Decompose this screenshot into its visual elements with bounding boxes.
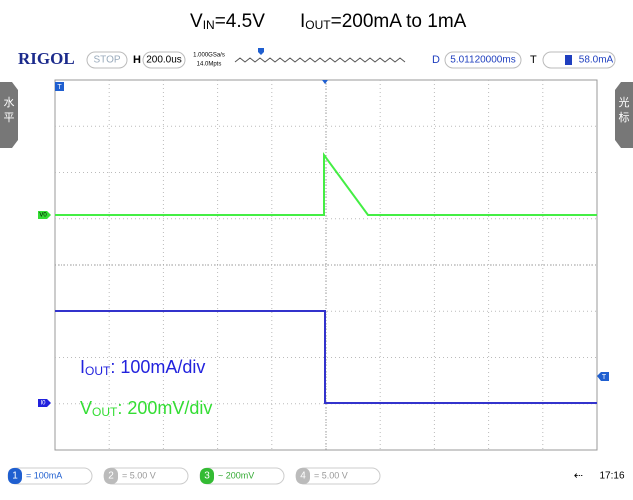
timebase-badge[interactable] [142,51,186,69]
usb-icon: ⇠ [574,470,583,482]
trigger-source-icon [565,55,572,65]
channel-setting: = 100mA [26,470,62,480]
delay-badge[interactable] [444,51,522,69]
channel-bar: 1 = 100mA 2 = 5.00 V 3 ~ 200mV 4 = 5.00 V [7,467,381,485]
channel-number-box [200,468,214,484]
h-label: H [133,54,141,66]
right-tab[interactable] [615,82,633,148]
channel-number: 3 [204,471,210,482]
ch1-marker-text: I0 [40,401,46,407]
channel-number: 1 [12,471,18,482]
state: STOP [93,55,120,66]
sample-rate: 1.000GSa/s [193,53,225,59]
memory-pointer [258,48,264,55]
trigger-right-text: T [602,374,607,381]
ch1-marker [38,399,51,407]
trigger-top-marker [55,82,64,91]
memory: 14.0Mpts [197,62,222,68]
vout-annotation: VOUT: 200mV/div [80,398,212,419]
channel-number: 4 [300,471,306,482]
trigger-badge[interactable] [542,51,616,69]
d-label: D [432,54,440,66]
current-trace [55,310,597,404]
state-badge[interactable] [86,51,128,69]
t-label: T [530,54,537,66]
memory-bar [234,57,406,63]
channel-setting: = 5.00 V [314,470,348,480]
channel-number-box [8,468,22,484]
trigger-position [322,80,328,84]
channel-setting: = 5.00 V [122,470,156,480]
left-tab[interactable] [0,82,18,148]
voltage-trace [55,151,597,216]
left-tab-label: 水 [4,96,15,109]
clock: 17:16 [599,471,624,482]
right-tab-label: 光 [619,95,630,109]
channel-number-box [104,468,118,484]
trigger-level: 58.0mA [579,55,614,66]
timebase: 200.0us [146,55,182,66]
iout-annotation: IOUT: 100mA/div [80,357,205,378]
ch3-marker-text: V0 [39,213,47,219]
brand: RIGOL [18,49,75,68]
ch3-marker [38,211,51,219]
title-vin: VIN=4.5V [190,11,265,32]
right-tab-label: 标 [619,110,630,124]
channel-number: 2 [108,471,114,482]
channel-number-box [296,468,310,484]
trigger-top-text: T [57,84,62,91]
channel-setting: ~ 200mV [218,470,254,480]
left-tab-label: 平 [4,112,15,124]
grid [55,80,597,450]
trigger-right-marker [597,372,609,381]
title-iout: IOUT=200mA to 1mA [300,11,467,32]
delay: 5.01120000ms [450,55,515,66]
